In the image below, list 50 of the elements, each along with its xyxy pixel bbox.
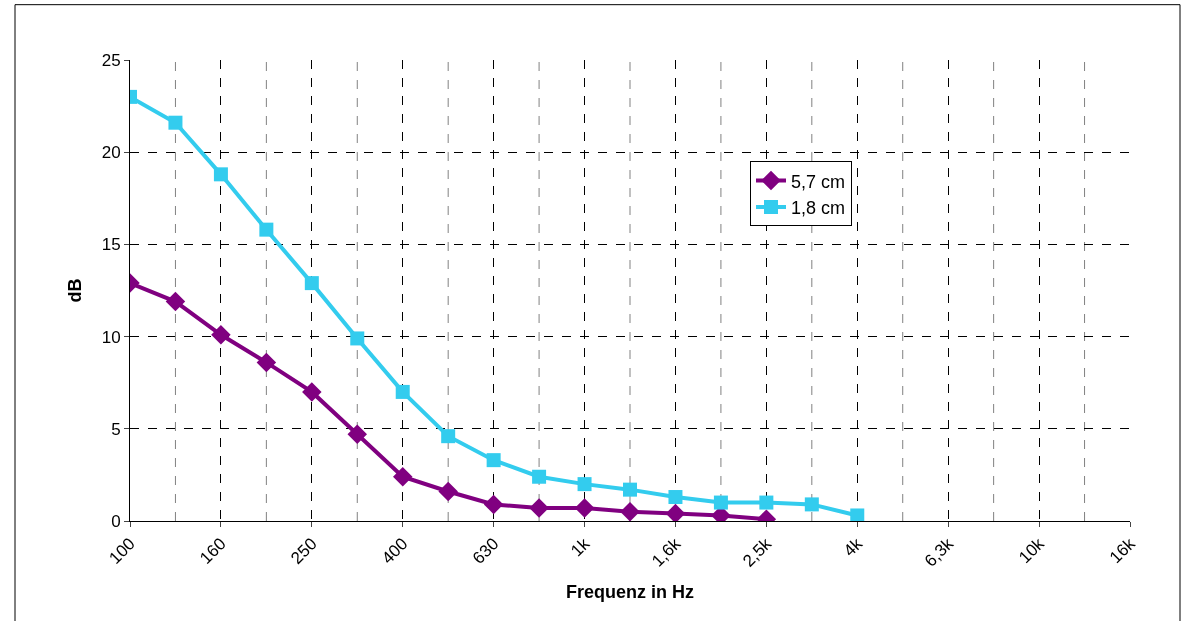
- x-tick-label: 400: [378, 534, 412, 568]
- y-tick-label: 15: [101, 235, 121, 255]
- point: [259, 222, 274, 237]
- point: [168, 115, 183, 130]
- point: [529, 498, 549, 518]
- legend-label: 5,7 cm: [791, 171, 846, 192]
- point: [850, 508, 865, 521]
- x-tick-label: 10k: [1015, 533, 1049, 568]
- point: [256, 352, 277, 373]
- point: [668, 490, 683, 505]
- x-axis-title: Frequenz in Hz: [565, 581, 695, 602]
- point: [165, 291, 186, 312]
- x-tick-label: 1k: [567, 533, 594, 561]
- y-tick-label: 5: [111, 419, 121, 439]
- point: [350, 331, 365, 346]
- point: [392, 466, 413, 487]
- x-tick-label: 4k: [839, 533, 867, 561]
- point: [213, 167, 228, 182]
- x-tick-label: 250: [287, 534, 321, 568]
- point: [347, 424, 368, 445]
- point: [486, 453, 501, 468]
- point: [483, 494, 504, 515]
- x-tick-label: 630: [468, 534, 503, 568]
- x-tick-label: 6,3k: [920, 533, 958, 571]
- point: [759, 495, 774, 510]
- point: [577, 477, 592, 492]
- x-tick-label: 100: [105, 534, 139, 568]
- x-tick-label: 1,6k: [648, 533, 685, 571]
- y-tick-label: 10: [101, 327, 121, 347]
- y-tick-label: 20: [101, 143, 121, 163]
- point: [574, 498, 595, 518]
- point: [441, 429, 456, 444]
- legend-label: 1,8 cm: [791, 198, 846, 219]
- point: [623, 482, 637, 497]
- point: [304, 276, 319, 291]
- point: [665, 503, 686, 521]
- y-axis-title: dB: [64, 278, 85, 303]
- y-tick-label: 25: [101, 50, 121, 70]
- point: [532, 469, 547, 484]
- x-tick-label: 160: [196, 534, 230, 568]
- point: [804, 497, 819, 512]
- point: [713, 495, 728, 510]
- point: [620, 502, 640, 521]
- x-tick-label: 2,5k: [739, 533, 776, 571]
- x-tick-label: 16k: [1106, 533, 1140, 568]
- point: [438, 481, 458, 502]
- point: [211, 325, 231, 345]
- point: [395, 384, 410, 399]
- y-tick-label: 0: [111, 511, 121, 531]
- point: [302, 382, 322, 402]
